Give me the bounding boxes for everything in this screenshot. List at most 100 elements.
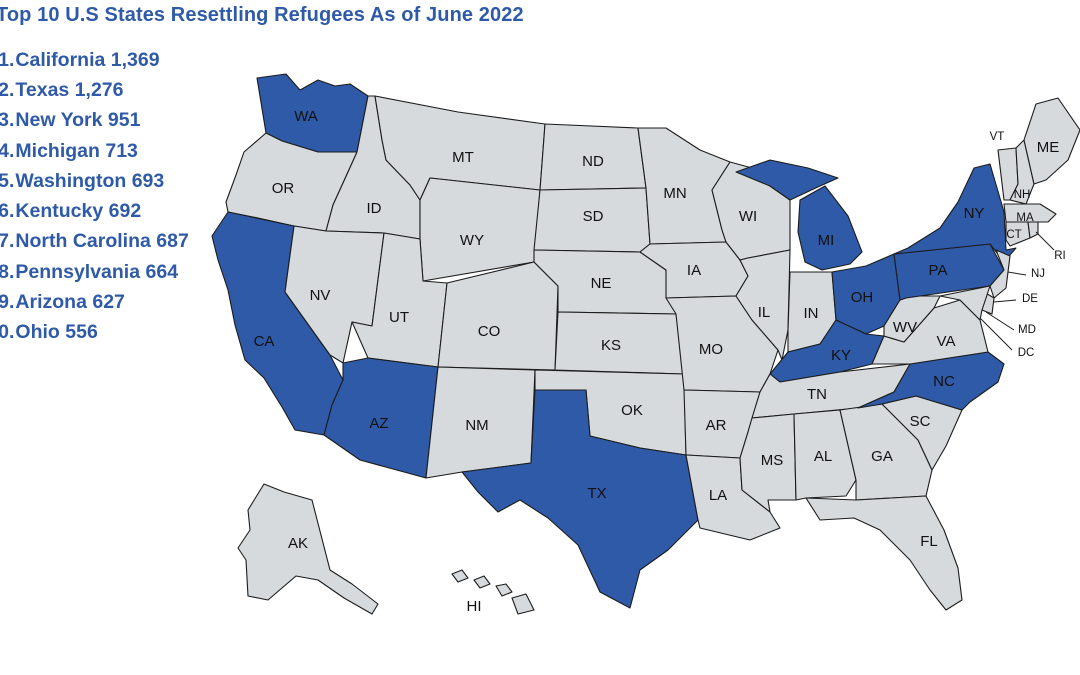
rank-number: 7: [0, 230, 9, 253]
label-leader-lines: [979, 231, 1055, 351]
list-item: 10.Ohio 556: [0, 321, 98, 344]
label-mo: MO: [699, 341, 723, 358]
state-name: Pennsylvania: [15, 260, 141, 283]
state-labels: WA OR CA ID NV MT WY UT AZ CO NM ND SD N…: [254, 108, 1066, 615]
label-ri: RI: [1054, 250, 1066, 262]
label-ar: AR: [706, 417, 727, 434]
state-ct: [1005, 221, 1031, 247]
label-pa: PA: [929, 262, 948, 279]
state-shapes: [211, 73, 1080, 615]
label-de: DE: [1022, 293, 1038, 305]
state-md: [939, 285, 991, 321]
label-nv: NV: [310, 287, 331, 304]
state-ri: [1027, 221, 1039, 239]
state-nc: [857, 351, 1005, 411]
refugee-count: 951: [107, 109, 141, 132]
label-tx: TX: [587, 485, 606, 502]
label-nm: NM: [465, 417, 488, 434]
label-dc: DC: [1018, 347, 1035, 359]
state-ny: [893, 163, 1017, 263]
refugee-count: 1,369: [110, 48, 160, 71]
state-name: New York: [15, 109, 103, 132]
label-vt: VT: [990, 131, 1005, 143]
state-name: Kentucky: [15, 200, 104, 223]
refugee-count: 664: [145, 260, 179, 283]
state-name: Texas: [15, 78, 70, 101]
rank-number: 5: [0, 169, 9, 192]
state-name: North Carolina: [15, 230, 151, 253]
label-co: CO: [478, 323, 501, 340]
label-ne: NE: [591, 275, 612, 292]
rank-number: 9: [0, 291, 9, 314]
refugee-count: 713: [105, 139, 138, 162]
label-ky: KY: [831, 347, 851, 364]
map-title: Top 10 U.S States Resettling Refugees As…: [0, 4, 524, 26]
label-sd: SD: [583, 208, 604, 225]
rank-number: 4: [0, 139, 9, 162]
refugee-count: 627: [92, 291, 125, 314]
list-item: 6. Kentucky 692: [0, 200, 142, 223]
state-fl: [805, 495, 963, 611]
label-ia: IA: [687, 262, 701, 279]
label-ok: OK: [621, 402, 643, 419]
label-in: IN: [804, 305, 819, 322]
label-wy: WY: [460, 232, 484, 249]
label-il: IL: [758, 304, 771, 321]
rank-number: 3: [0, 109, 9, 132]
list-item: 4. Michigan 713: [0, 139, 138, 162]
label-me: ME: [1037, 139, 1060, 156]
label-ny: NY: [964, 205, 985, 222]
state-ak: [237, 483, 379, 615]
state-name: Arizona: [15, 291, 87, 314]
rank-number: 2: [0, 78, 9, 101]
rank-number: 8: [0, 260, 9, 283]
label-id: ID: [367, 200, 382, 217]
top-ten-list: 1. California 1,369 2. Texas 1,276 3. New Y…: [0, 45, 189, 348]
label-ca: CA: [254, 333, 275, 350]
label-la: LA: [709, 487, 727, 504]
label-wa: WA: [294, 108, 318, 125]
state-mi: [735, 159, 863, 271]
list-item: 9. Arizona 627: [0, 291, 125, 314]
label-ct: CT: [1006, 229, 1021, 241]
state-name: California: [15, 48, 106, 71]
label-ut: UT: [389, 309, 409, 326]
label-fl: FL: [920, 533, 938, 550]
refugee-count: 1,276: [74, 78, 124, 101]
list-item: 5. Washington 693: [0, 169, 165, 192]
label-sc: SC: [910, 413, 931, 430]
label-nj: NJ: [1031, 268, 1045, 280]
label-al: AL: [814, 448, 832, 465]
list-item: 3. New York 951: [0, 109, 141, 132]
refugee-count: 556: [65, 321, 98, 344]
state-hi: [451, 569, 535, 615]
label-mi: MI: [818, 232, 835, 249]
label-wi: WI: [739, 208, 757, 225]
label-nh: NH: [1014, 189, 1031, 201]
label-md: MD: [1018, 324, 1036, 336]
state-name: Ohio: [15, 321, 60, 344]
rank-number: 6: [0, 200, 9, 223]
label-hi: HI: [467, 598, 482, 615]
label-ak: AK: [288, 535, 308, 552]
label-ga: GA: [871, 448, 893, 465]
refugee-count: 692: [108, 200, 142, 223]
label-ks: KS: [601, 337, 621, 354]
state-me: [1023, 97, 1080, 185]
label-nd: ND: [582, 153, 604, 170]
label-va: VA: [937, 333, 956, 350]
list-item: 1. California 1,369: [0, 48, 160, 71]
state-il: [735, 249, 791, 361]
state-name: Washington: [15, 169, 127, 192]
list-item: 7. North Carolina 687: [0, 230, 189, 253]
label-wv: WV: [893, 319, 917, 336]
refugee-count: 687: [156, 230, 189, 253]
state-co: [437, 261, 559, 371]
state-az: [323, 357, 439, 479]
label-tn: TN: [807, 386, 827, 403]
label-nc: NC: [933, 373, 955, 390]
rank-number: 1: [0, 48, 9, 71]
label-oh: OH: [851, 289, 874, 306]
refugee-count: 693: [131, 169, 165, 192]
label-mn: MN: [663, 185, 686, 202]
